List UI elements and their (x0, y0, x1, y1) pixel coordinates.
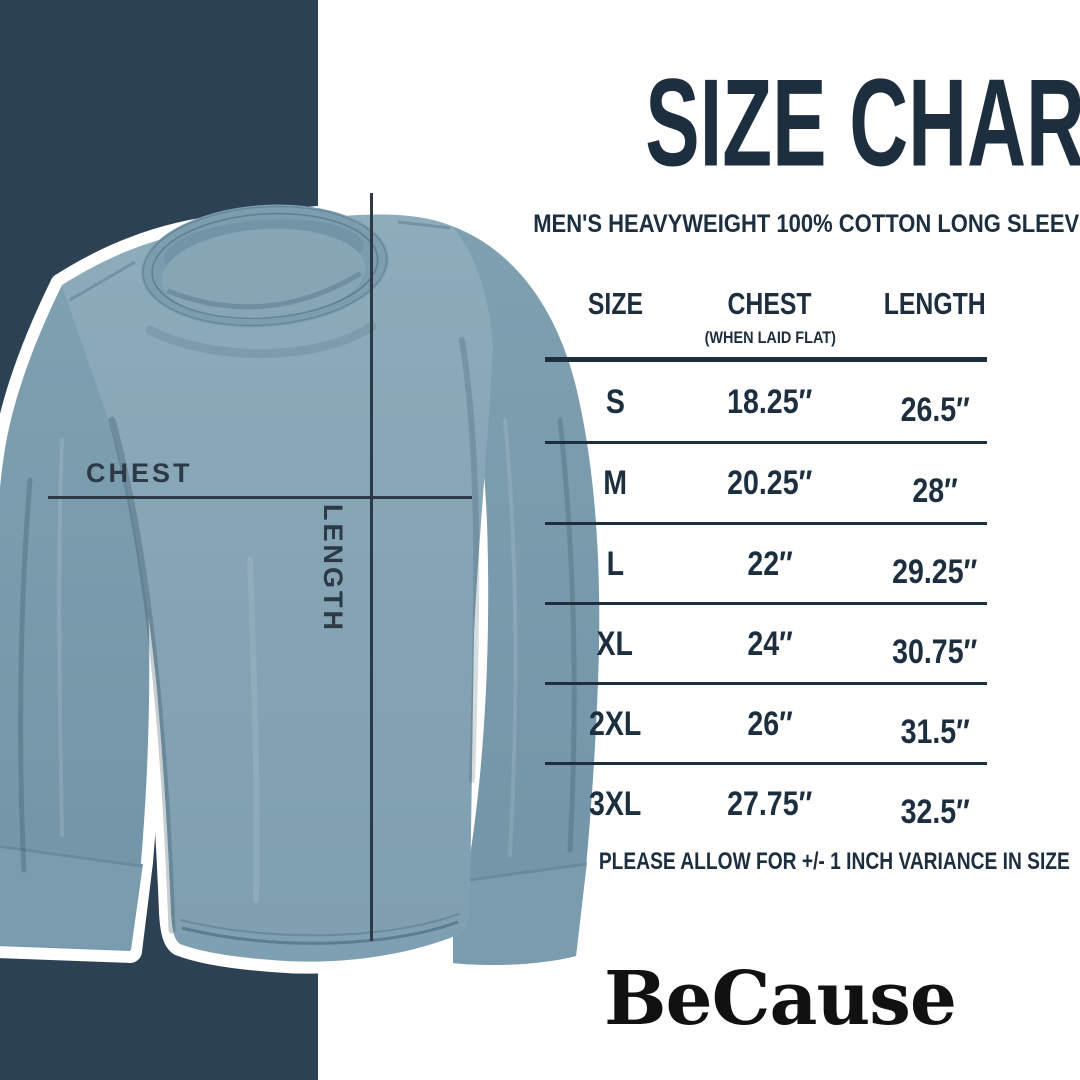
chest-cell: 20.25″ (727, 463, 813, 502)
length-annotation-label: LENGTH (318, 504, 348, 633)
size-cell: 3XL (588, 784, 642, 823)
row-divider (545, 682, 987, 685)
column-header-length: LENGTH (884, 286, 986, 321)
table-header-rule (545, 357, 987, 362)
brand-logo: BeCause (603, 956, 957, 1042)
row-divider (545, 602, 987, 605)
shirt-right-cuff (453, 862, 587, 965)
variance-footnote: PLEASE ALLOW FOR +/- 1 INCH VARIANCE IN … (598, 848, 1070, 875)
shirt-collar (141, 204, 389, 328)
size-cell: XL (596, 624, 634, 663)
row-divider (545, 441, 987, 444)
table-row-m: M 20.25″ 28″ (545, 444, 1015, 522)
length-cell: 32.5″ (900, 792, 970, 831)
size-cell: M (603, 463, 627, 502)
size-cell: S (605, 382, 625, 421)
length-cell: 26.5″ (900, 390, 970, 429)
length-cell: 31.5″ (900, 712, 970, 751)
column-header-size: SIZE (587, 286, 643, 321)
length-cell: 30.75″ (892, 632, 978, 671)
chest-cell: 24″ (747, 624, 793, 663)
chest-measure-line (48, 496, 472, 499)
chest-cell: 18.25″ (727, 382, 813, 421)
row-divider (545, 762, 987, 765)
page-subtitle: MEN'S HEAVYWEIGHT 100% COTTON LONG SLEEV… (533, 210, 1080, 238)
table-row-l: L 22″ 29.25″ (545, 525, 1015, 603)
size-cell: 2XL (588, 704, 642, 743)
chest-cell: 22″ (747, 544, 793, 583)
chest-cell: 27.75″ (727, 784, 813, 823)
table-row-s: S 18.25″ 26.5″ (545, 363, 1015, 441)
page-title: SIZE CHART (645, 53, 1080, 193)
table-row-xl: XL 24″ 30.75″ (545, 605, 1015, 683)
length-cell: 29.25″ (892, 552, 978, 591)
chest-column-subnote: (WHEN LAID FLAT) (704, 328, 836, 347)
chest-annotation-label: CHEST (86, 458, 193, 488)
product-photo-shirt (0, 0, 640, 1080)
table-row-3xl: 3XL 27.75″ 32.5″ (545, 765, 1015, 843)
row-divider (545, 522, 987, 525)
column-header-chest: CHEST (727, 286, 813, 321)
table-row-2xl: 2XL 26″ 31.5″ (545, 685, 1015, 763)
length-measure-line (370, 193, 373, 941)
chest-cell: 26″ (747, 704, 793, 743)
size-table-header: SIZE CHEST LENGTH (545, 286, 1015, 322)
shirt-left-cuff (0, 844, 143, 950)
length-cell: 28″ (912, 471, 958, 510)
size-cell: L (606, 544, 624, 583)
